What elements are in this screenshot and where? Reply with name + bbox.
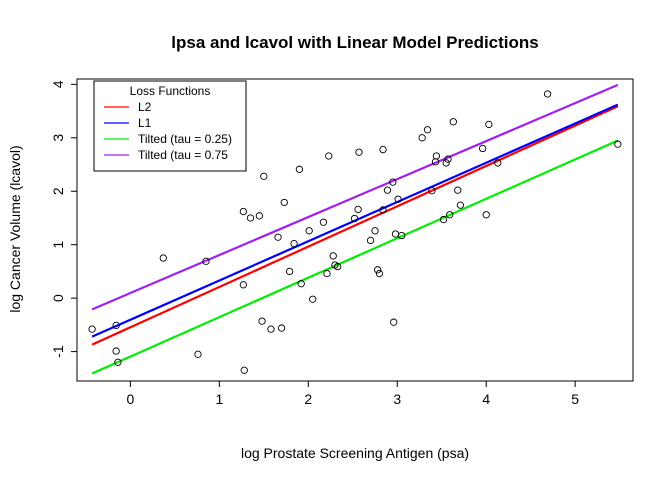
data-point [418, 134, 426, 142]
data-point [114, 358, 122, 366]
x-tick-label: 2 [304, 391, 312, 407]
data-point [258, 317, 266, 325]
data-point [479, 144, 487, 153]
data-point [260, 172, 268, 180]
data-point [305, 227, 313, 235]
data-point [194, 350, 202, 358]
data-point [323, 269, 331, 278]
data-point [432, 152, 441, 160]
data-point [423, 126, 432, 134]
plot-frame [76, 78, 634, 382]
data-points [88, 90, 622, 374]
data-point [375, 269, 384, 278]
data-point [290, 239, 298, 248]
x-tick-label: 5 [571, 391, 579, 407]
legend-label: Tilted (tau = 0.75 [138, 148, 228, 162]
data-point [394, 195, 402, 203]
y-tick-label: 4 [50, 80, 66, 88]
series-line [91, 105, 619, 346]
data-point [543, 90, 552, 98]
data-point [295, 165, 304, 173]
y-tick-label: 0 [50, 294, 66, 302]
data-point [485, 120, 493, 129]
data-point [239, 281, 248, 289]
data-point [390, 318, 398, 326]
legend-title: Loss Functions [130, 84, 211, 98]
data-point [454, 186, 462, 194]
data-point [274, 233, 282, 241]
x-tick-label: 3 [393, 391, 401, 407]
data-point [334, 262, 342, 271]
data-point [456, 201, 465, 209]
data-point [350, 214, 359, 223]
data-point [240, 366, 248, 374]
data-point [246, 214, 255, 222]
data-point [614, 140, 622, 148]
model-prediction-lines [91, 83, 619, 375]
x-tick-label: 0 [126, 391, 134, 407]
data-point [309, 295, 317, 303]
data-point [482, 211, 490, 219]
data-point [371, 227, 379, 235]
data-point [444, 155, 452, 163]
data-point [112, 321, 120, 330]
data-point [239, 207, 248, 216]
legend-label: Tilted (tau = 0.25) [138, 132, 232, 146]
data-point [297, 280, 305, 288]
data-point [354, 205, 362, 214]
y-tick-label: -1 [50, 345, 66, 358]
series-line [91, 83, 619, 311]
data-point [379, 206, 387, 214]
data-point [277, 324, 286, 332]
y-axis-label: log Cancer Volume (lcavol) [7, 145, 23, 312]
data-point [494, 159, 502, 167]
data-point [383, 186, 392, 194]
data-point [398, 231, 406, 240]
legend-label: L2 [138, 100, 152, 114]
data-point [88, 325, 96, 333]
data-point [159, 254, 167, 262]
data-point [379, 145, 387, 154]
data-point [355, 148, 363, 156]
data-point [366, 236, 375, 245]
chart-title: lpsa and lcavol with Linear Model Predic… [171, 33, 538, 52]
data-point [280, 198, 288, 207]
data-point [449, 118, 457, 126]
data-point [285, 267, 294, 276]
data-point [428, 187, 436, 195]
data-point [374, 266, 382, 274]
series-line [91, 139, 619, 375]
y-tick-label: 1 [50, 241, 66, 249]
data-point [389, 178, 397, 186]
data-point [439, 215, 448, 224]
y-tick-label: 3 [50, 134, 66, 142]
x-axis: 0 1 2 3 4 5 [126, 381, 579, 407]
legend-label: L1 [138, 116, 152, 130]
data-point [442, 159, 450, 167]
y-tick-label: 2 [50, 187, 66, 195]
data-point [446, 211, 454, 219]
legend: Loss Functions L2 L1 Tilted (tau = 0.25) Ti… [93, 80, 247, 172]
y-axis: -1 0 1 2 3 4 [50, 80, 77, 358]
data-point [255, 212, 264, 220]
data-point [329, 252, 337, 260]
data-point [202, 257, 210, 265]
data-point [112, 347, 120, 355]
x-tick-label: 1 [215, 391, 223, 407]
x-axis-label: log Prostate Screening Antigen (psa) [241, 445, 469, 461]
series-line [91, 103, 619, 338]
data-point [391, 230, 400, 238]
legend-box [93, 80, 247, 172]
data-point [319, 218, 328, 226]
data-point [325, 152, 333, 160]
legend-items: L2 L1 Tilted (tau = 0.25) Tilted (tau = 0.7… [104, 100, 232, 162]
x-tick-label: 4 [482, 391, 490, 407]
data-point [267, 325, 275, 333]
